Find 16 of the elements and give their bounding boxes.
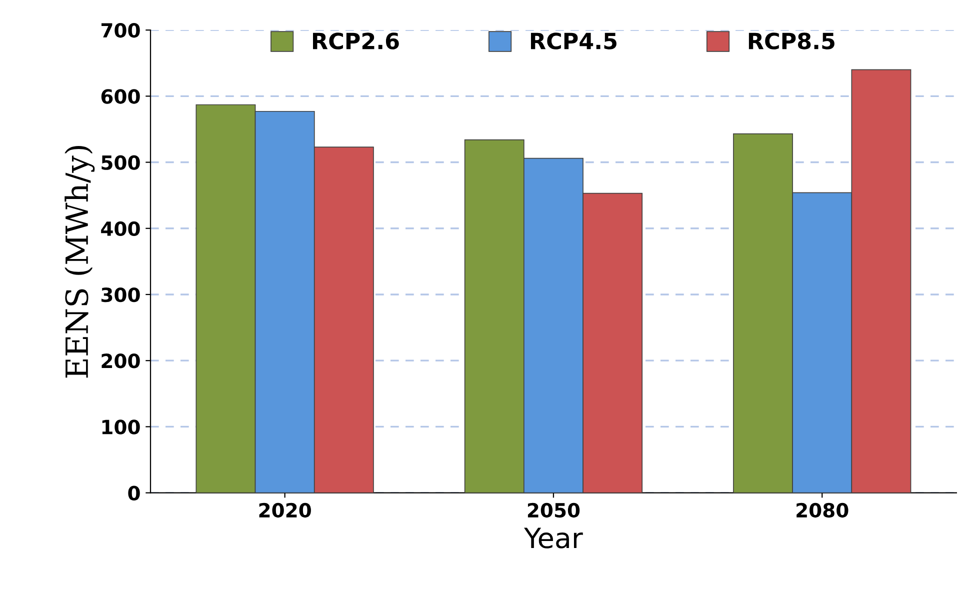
legend-label: RCP2.6 xyxy=(313,32,399,50)
y-tick-label: 500 xyxy=(102,155,140,170)
legend-label: RCP8.5 xyxy=(748,32,834,50)
x-tick-label: 2050 xyxy=(528,502,580,518)
y-tick-label: 600 xyxy=(101,89,140,104)
y-tick-label: 700 xyxy=(101,23,140,38)
legend-label: RCP4.5 xyxy=(530,32,616,50)
y-tick-label: 200 xyxy=(102,354,140,368)
y-tick-label: 100 xyxy=(102,420,140,434)
y-tick-label: 0 xyxy=(128,486,140,500)
y-axis-title: EENS (MWh/y) xyxy=(64,146,95,378)
x-axis-title: Year xyxy=(524,528,583,548)
x-tick-label: 2080 xyxy=(796,502,848,518)
y-tick-label: 400 xyxy=(101,221,140,236)
x-tick-label: 2020 xyxy=(259,502,311,518)
y-tick-label: 300 xyxy=(101,287,140,302)
